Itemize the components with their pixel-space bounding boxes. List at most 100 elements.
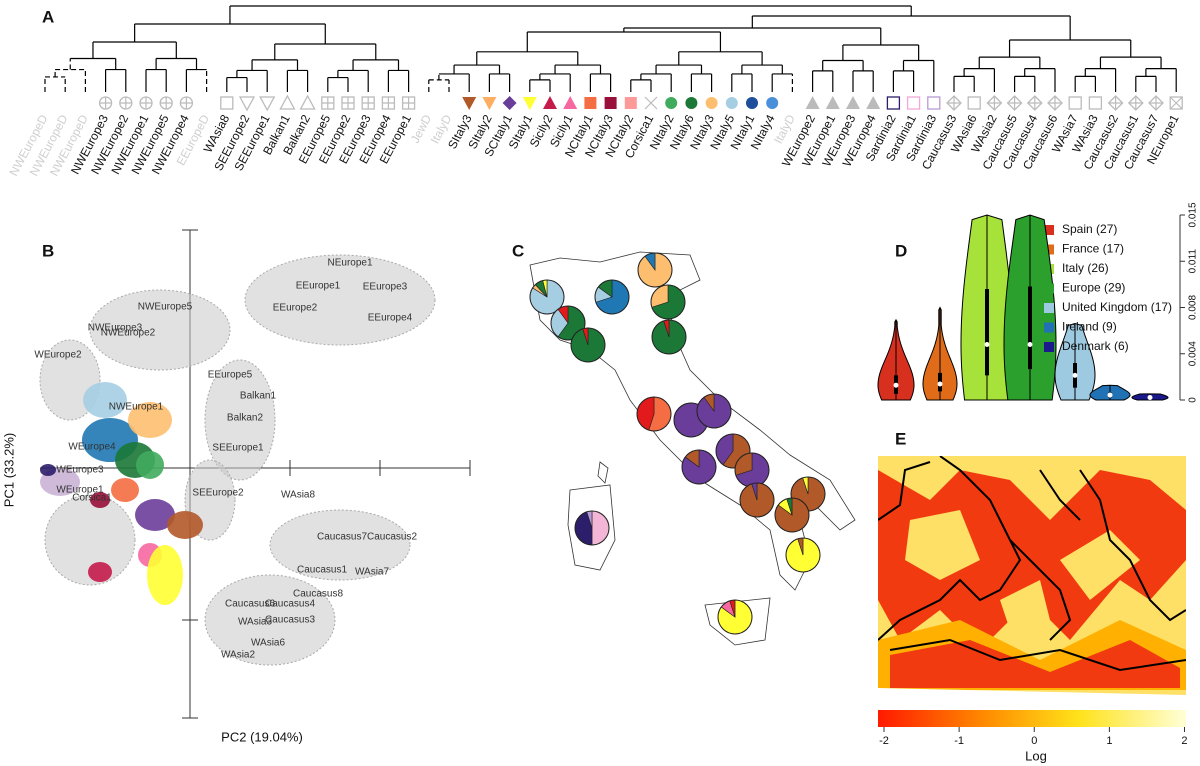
point-cluster bbox=[89, 289, 231, 371]
symbol-shape bbox=[402, 97, 415, 109]
y-axis-label: PC1 (33.2%) bbox=[1, 433, 16, 507]
symbol-shape bbox=[1006, 95, 1023, 111]
leaf-symbol bbox=[238, 96, 256, 112]
symbol-shape bbox=[624, 97, 637, 109]
leaf-symbol bbox=[746, 97, 758, 109]
leaf-symbol bbox=[522, 97, 537, 110]
symbol-shape bbox=[1129, 97, 1142, 109]
leaf-symbol bbox=[725, 97, 738, 109]
symbol-shape bbox=[1109, 97, 1122, 109]
symbol-shape bbox=[1026, 95, 1043, 111]
symbol-shape bbox=[665, 97, 678, 109]
leaf-symbol bbox=[805, 96, 820, 109]
leaf-symbol bbox=[604, 97, 617, 109]
colorbar-tick-label: 0 bbox=[1031, 735, 1037, 747]
symbol-shape bbox=[986, 95, 1003, 111]
point-label: NWEurope1 bbox=[109, 402, 164, 413]
leaf-symbol bbox=[986, 95, 1003, 111]
symbol-shape bbox=[1169, 96, 1183, 110]
symbol-shape bbox=[522, 97, 537, 110]
pie-outline bbox=[650, 284, 686, 320]
violin-median bbox=[984, 342, 990, 347]
violin-median bbox=[1147, 395, 1153, 401]
symbol-shape bbox=[99, 97, 112, 109]
symbol-shape bbox=[927, 96, 941, 110]
y-tick-label: 0.015 bbox=[1188, 202, 1199, 227]
colorbar-tick-label: -1 bbox=[954, 735, 964, 747]
legend-swatch bbox=[1044, 225, 1054, 235]
point-label: EEurope1 bbox=[296, 281, 341, 292]
symbol-shape bbox=[279, 94, 296, 110]
legend-label: Spain (27) bbox=[1062, 222, 1117, 236]
leaf-symbol bbox=[1047, 95, 1063, 111]
leaf-symbol bbox=[624, 97, 637, 109]
leaf-symbol bbox=[1088, 96, 1103, 110]
point-cluster bbox=[128, 402, 172, 438]
violin-median bbox=[1072, 372, 1078, 378]
symbol-shape bbox=[119, 97, 132, 109]
leaf-symbol bbox=[361, 96, 375, 110]
y-tick-label: 0.008 bbox=[1188, 295, 1199, 320]
symbol-shape bbox=[1148, 95, 1164, 111]
symbol-shape bbox=[180, 97, 193, 109]
point-label: WAsia2 bbox=[221, 650, 256, 661]
symbol-shape bbox=[766, 97, 779, 109]
symbol-shape bbox=[805, 96, 820, 109]
symbol-shape bbox=[382, 97, 395, 109]
violin-median bbox=[937, 381, 943, 387]
leaf-symbol bbox=[825, 96, 840, 109]
pie-outline bbox=[550, 305, 586, 341]
pie-outline bbox=[715, 433, 751, 469]
symbol-shape bbox=[482, 97, 497, 110]
pie-outline bbox=[696, 393, 732, 429]
point-label: Caucasus4 bbox=[265, 599, 315, 610]
pie-outline bbox=[739, 482, 775, 518]
leaf-symbol bbox=[1026, 95, 1043, 111]
symbol-shape bbox=[502, 96, 517, 110]
pie-outline bbox=[717, 599, 753, 635]
symbol-shape bbox=[1068, 96, 1082, 110]
pie-outline bbox=[529, 279, 565, 315]
point-label: Balkan2 bbox=[227, 413, 264, 424]
point-label: Caucasus1 bbox=[297, 565, 347, 576]
symbol-shape bbox=[1107, 95, 1124, 111]
leaf-symbol bbox=[766, 97, 779, 109]
point-label: NWEurope2 bbox=[101, 328, 156, 339]
symbol-shape bbox=[321, 97, 334, 109]
point-cluster bbox=[244, 254, 436, 346]
pie-outline bbox=[651, 319, 687, 355]
legend-label: France (17) bbox=[1062, 242, 1124, 256]
legend-label: Europe (29) bbox=[1062, 281, 1125, 295]
heatmap-region bbox=[890, 640, 1180, 688]
symbol-shape bbox=[906, 96, 921, 110]
pie-outline bbox=[574, 510, 610, 546]
leaf-symbol bbox=[159, 96, 173, 110]
leaf-symbol bbox=[967, 96, 981, 110]
point-label: Corsica1 bbox=[72, 493, 112, 504]
point-label: Caucasus2 bbox=[367, 532, 417, 543]
symbol-shape bbox=[604, 97, 617, 109]
leaf-symbol bbox=[946, 95, 962, 111]
leaf-symbol bbox=[401, 96, 416, 110]
legend-swatch bbox=[1044, 322, 1054, 333]
leaf-symbol bbox=[1068, 96, 1082, 110]
colorbar-tick-label: -2 bbox=[879, 735, 889, 747]
point-cluster bbox=[44, 494, 136, 586]
legend-label: Ireland (9) bbox=[1062, 320, 1117, 334]
violin-median bbox=[1027, 342, 1033, 347]
legend-label: Denmark (6) bbox=[1062, 339, 1129, 353]
leaf-symbol bbox=[685, 97, 698, 109]
symbol-shape bbox=[238, 96, 256, 112]
leaf-symbol bbox=[299, 94, 316, 110]
leaf-symbol bbox=[119, 96, 133, 110]
symbol-shape bbox=[825, 96, 840, 109]
leaf-symbol bbox=[462, 97, 477, 110]
symbol-shape bbox=[685, 97, 698, 109]
heatmap-region bbox=[878, 688, 1186, 701]
leaf-symbol bbox=[220, 96, 234, 110]
symbol-shape bbox=[1028, 97, 1041, 109]
coastline bbox=[878, 456, 1186, 672]
symbol-shape bbox=[342, 97, 354, 109]
point-cluster bbox=[111, 478, 139, 502]
